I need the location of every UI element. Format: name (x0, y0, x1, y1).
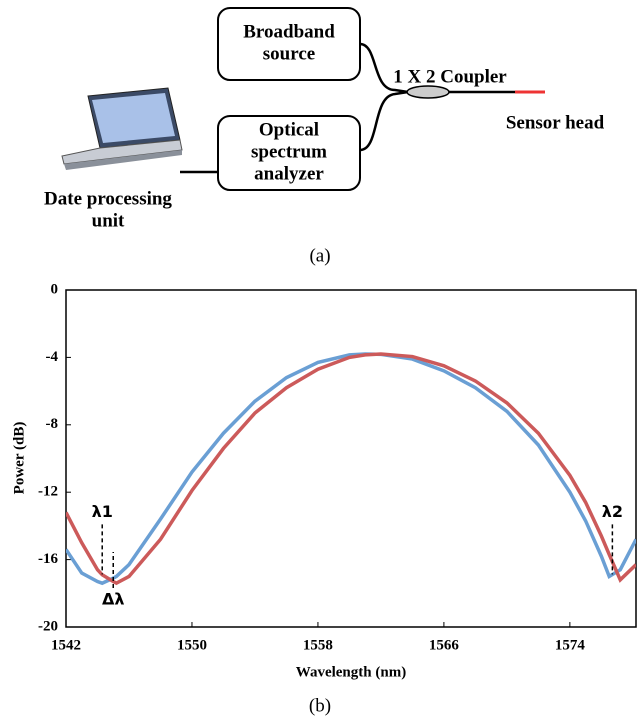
diagram (61, 7, 545, 191)
x-tick-label: 1558 (303, 637, 333, 653)
y-tick-label: -12 (38, 484, 58, 500)
node-label: Broadband (243, 21, 335, 42)
x-tick-label: 1574 (555, 637, 586, 653)
sensor-label: Sensor head (506, 112, 605, 133)
laptop (61, 87, 183, 170)
series-line (66, 352, 636, 586)
annotation: λ2 (602, 502, 623, 521)
x-tick-label: 1550 (177, 637, 207, 653)
y-tick-label: -8 (46, 416, 59, 432)
plot-frame (65, 289, 637, 628)
y-axis-label: Power (dB) (11, 422, 27, 495)
x-tick-label: 1566 (429, 637, 460, 653)
y-tick-label: -20 (38, 618, 58, 634)
annotation: λ1 (92, 502, 113, 521)
osa-box (217, 115, 361, 191)
annotation: Δλ (102, 590, 125, 609)
node-label: spectrum (251, 141, 327, 162)
x-tick-label: 1542 (51, 637, 81, 653)
fiber (359, 90, 409, 152)
y-tick-label: -4 (46, 349, 59, 365)
caption: (a) (309, 245, 330, 266)
computer-label: Date processing (44, 188, 172, 209)
node-label: source (263, 43, 315, 64)
y-tick-label: -16 (38, 551, 58, 567)
series-line (66, 352, 636, 586)
caption: (b) (309, 695, 331, 716)
coupler (406, 85, 450, 99)
x-axis-label: Wavelength (nm) (296, 664, 406, 680)
node-label: Optical (259, 119, 319, 140)
y-tick-label: 0 (51, 281, 59, 297)
computer-label: unit (92, 210, 125, 231)
coupler-label: 1 X 2 Coupler (393, 66, 507, 87)
fiber (359, 42, 409, 94)
node-label: analyzer (254, 163, 324, 184)
